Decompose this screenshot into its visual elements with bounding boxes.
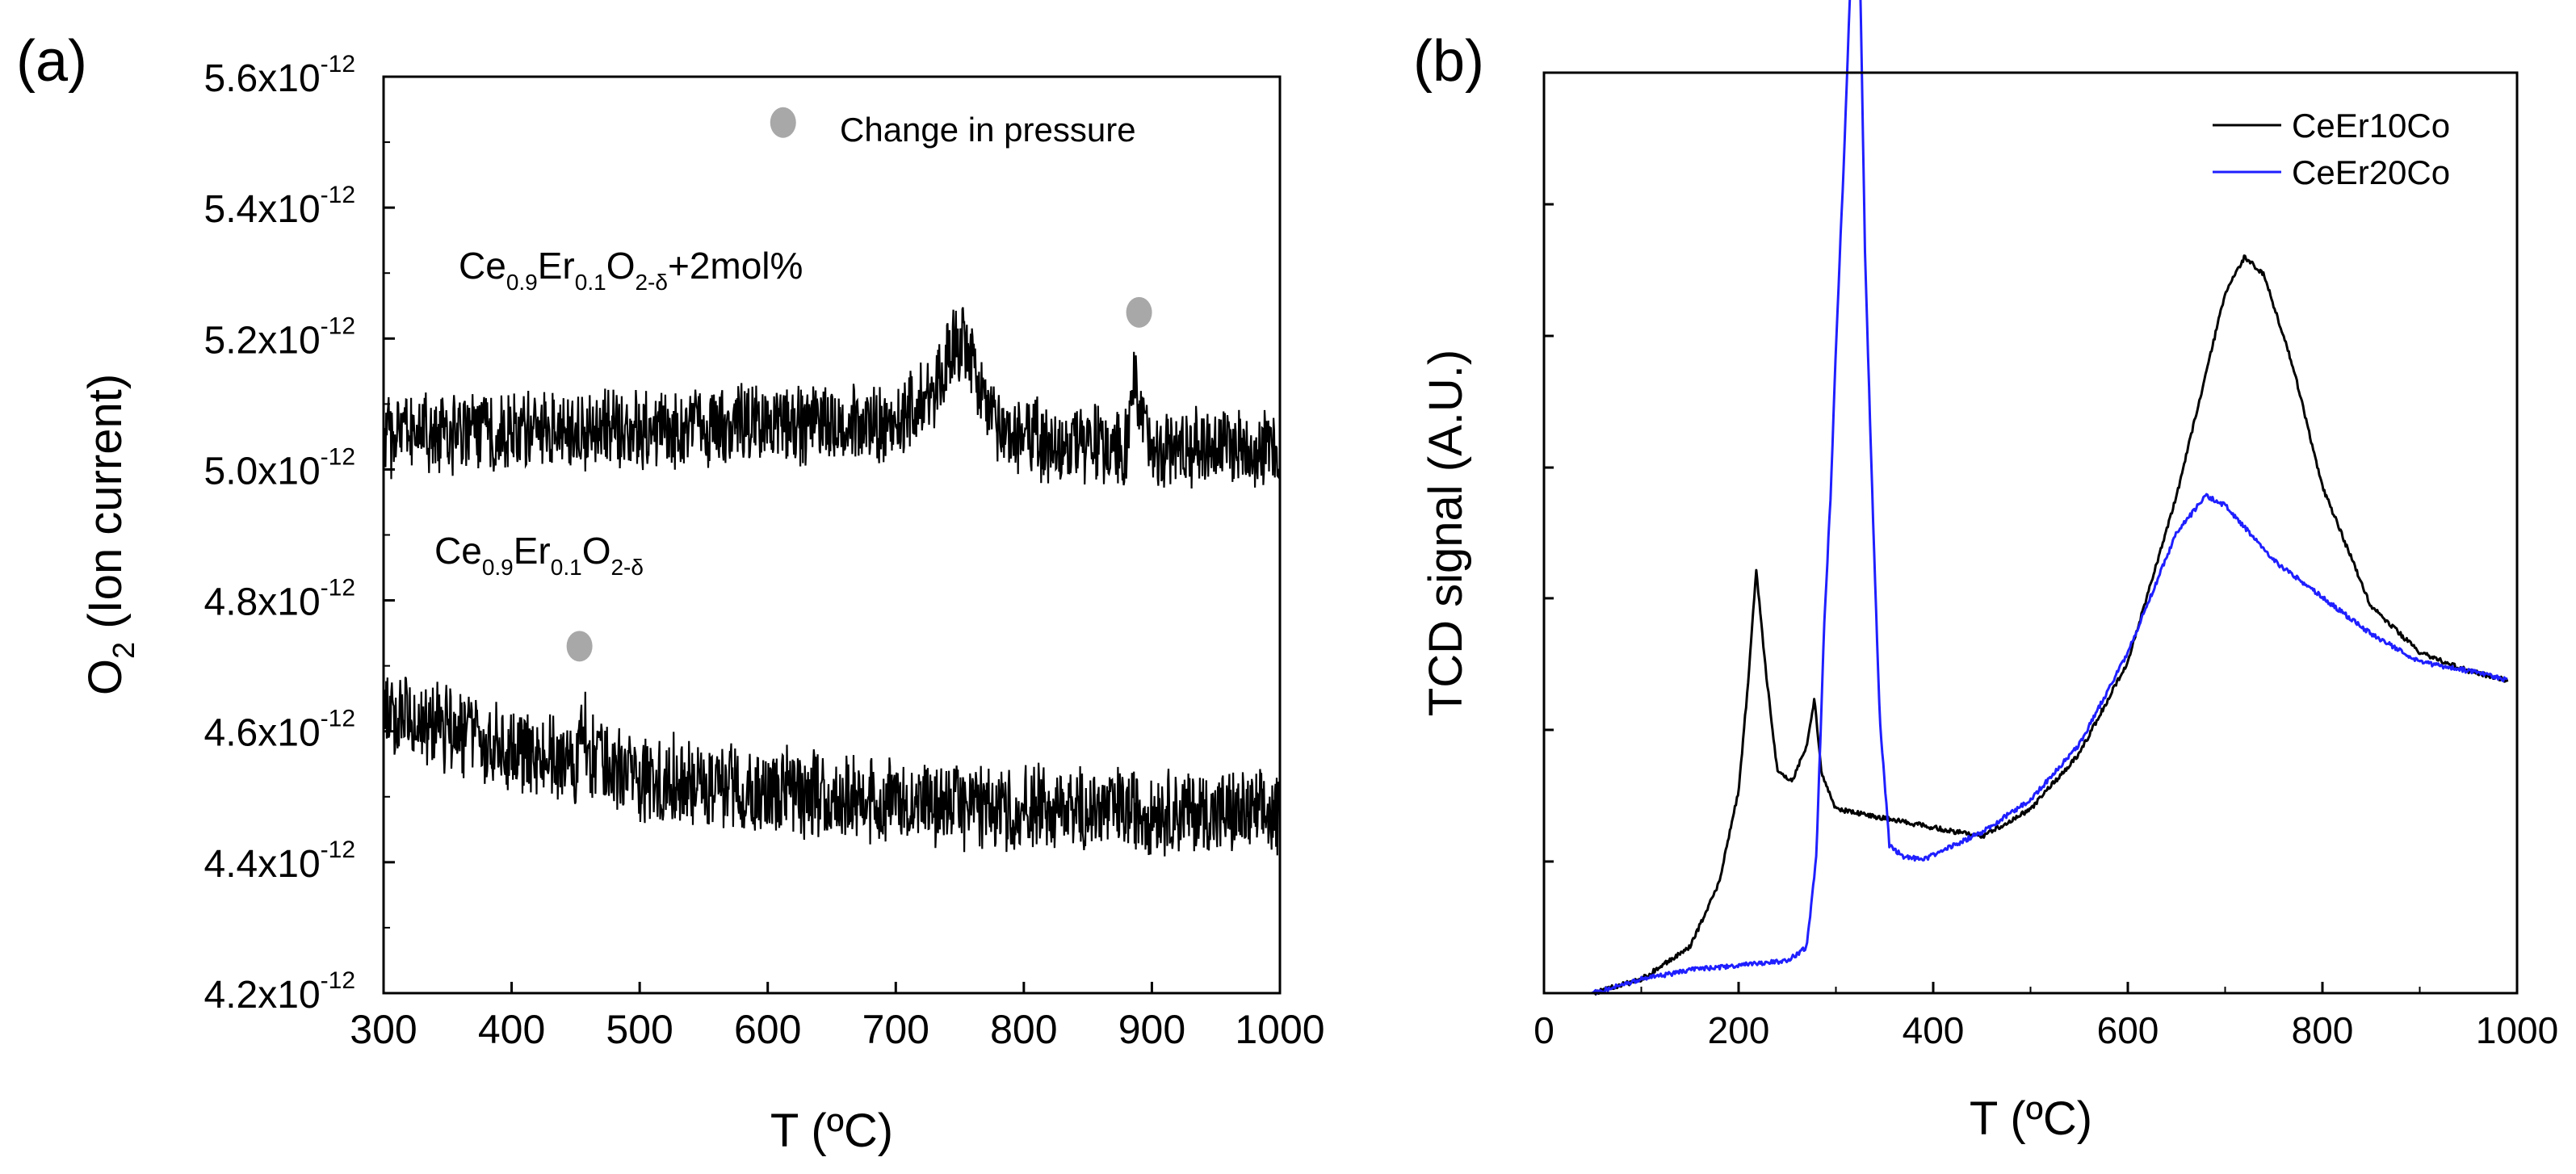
panel-a-x-tick-label: 300 [350, 1007, 417, 1052]
panel-b-label: (b) [1413, 29, 1484, 94]
panel-a-x-tick-label: 500 [606, 1007, 673, 1052]
panel-b-y-axis-label: TCD signal (A.U.) [1420, 350, 1472, 716]
panel-a-y-tick-label: 4.2x10-12 [204, 967, 355, 1017]
panel-a-x-ticks: 300 400 500 600 700 800 900 1000 [350, 982, 1325, 1052]
pressure-marker-legend [770, 107, 796, 138]
panel-a-markers [566, 107, 1152, 662]
pressure-marker-bottom [566, 631, 593, 662]
panel-a-series [382, 307, 1282, 857]
series-ceer20co-line [1591, 0, 2508, 996]
pressure-annotation: Change in pressure [840, 111, 1136, 149]
panel-a-y-tick-label: 5.4x10-12 [204, 182, 355, 231]
panel-b-x-tick-label: 1000 [2476, 1009, 2558, 1051]
panel-a-x-tick-label: 700 [862, 1007, 929, 1052]
panel-a-x-tick-label: 600 [734, 1007, 801, 1052]
series-label-er-doped: Ce0.9Er0.1O2-δ [434, 530, 644, 580]
panel-a-label: (a) [16, 29, 87, 94]
panel-b: (b) 0 200 400 600 800 1000 T (ºC) TCD signal … [1413, 0, 2558, 1145]
panel-a-y-tick-label: 4.6x10-12 [204, 706, 355, 755]
legend-label-ceer20co: CeEr20Co [2292, 153, 2450, 191]
series-ceer10co-line [1592, 254, 2509, 996]
panel-a-x-tick-label: 800 [990, 1007, 1057, 1052]
panel-b-x-tick-label: 600 [2097, 1009, 2159, 1051]
series-er-doped-line [382, 677, 1282, 857]
panel-a-x-axis-label: T (ºC) [770, 1105, 893, 1157]
panel-b-x-tick-label: 200 [1708, 1009, 1770, 1051]
pressure-marker-top [1126, 296, 1152, 328]
panel-b-x-ticks: 0 200 400 600 800 1000 [1533, 982, 2558, 1051]
legend-label-ceer10co: CeEr10Co [2292, 107, 2450, 145]
panel-a: (a) 300 400 500 600 700 800 900 1000 4.2x10-124… [16, 29, 1325, 1157]
panel-a-y-tick-label: 4.8x10-12 [204, 575, 355, 624]
series-label-er-doped-2mol: Ce0.9Er0.1O2-δ+2mol% [459, 245, 803, 295]
panel-a-x-tick-label: 1000 [1235, 1007, 1324, 1052]
panel-a-x-tick-label: 400 [478, 1007, 545, 1052]
panel-b-x-tick-label: 400 [1903, 1009, 1965, 1051]
panel-b-x-tick-label: 0 [1533, 1009, 1554, 1051]
panel-a-y-tick-label: 5.2x10-12 [204, 312, 355, 362]
panel-b-plot-frame [1542, 71, 2519, 995]
panel-b-series [1591, 0, 2509, 996]
panel-a-y-ticks: 4.2x10-12 4.4x10-12 4.6x10-12 4.8x10-12 5.0x… [204, 51, 395, 1017]
panel-b-y-ticks [1544, 71, 1554, 995]
panel-b-x-tick-label: 800 [2292, 1009, 2354, 1051]
panel-a-x-tick-label: 900 [1118, 1007, 1185, 1052]
panel-a-y-axis-label: O2 (Ion current) [79, 374, 141, 695]
series-er-doped-2mol-line [382, 307, 1282, 489]
panel-a-y-tick-label: 5.6x10-12 [204, 51, 355, 100]
panel-a-y-tick-label: 5.0x10-12 [204, 443, 355, 493]
panel-b-legend: CeEr10Co CeEr20Co [2213, 107, 2450, 191]
panel-a-y-tick-label: 4.4x10-12 [204, 836, 355, 886]
panel-b-x-axis-label: T (ºC) [1970, 1092, 2092, 1145]
